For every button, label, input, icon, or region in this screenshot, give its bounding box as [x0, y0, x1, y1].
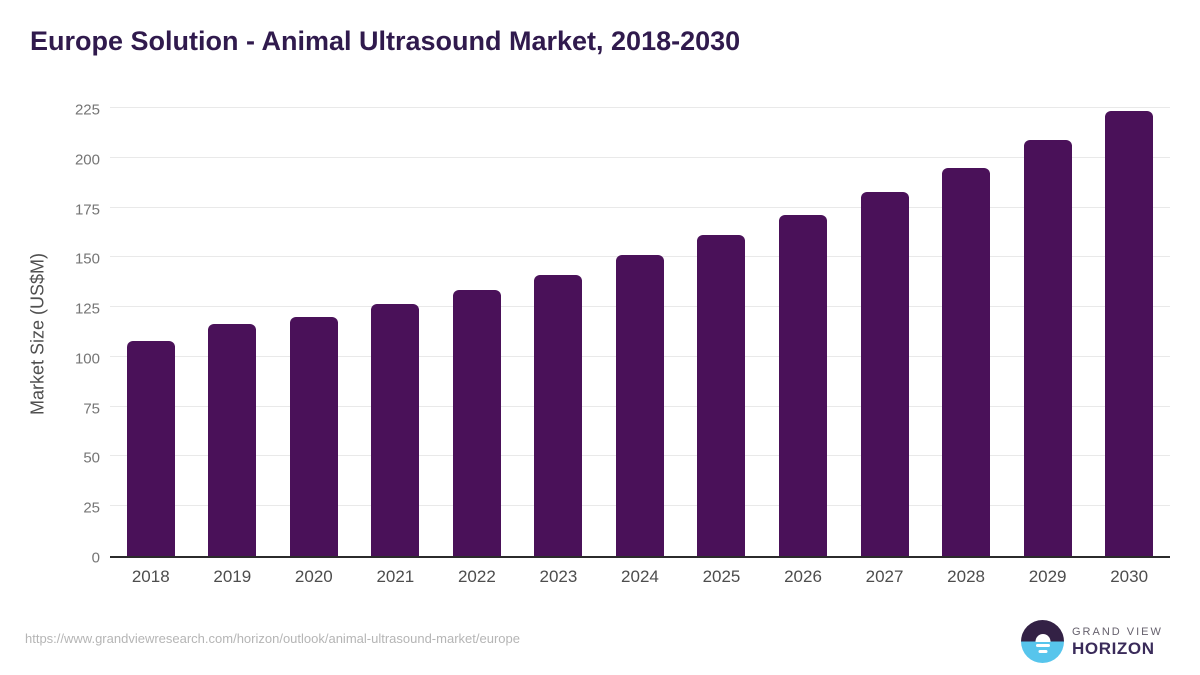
xlabel-2019: 2019 — [213, 567, 252, 586]
grand-view-horizon-logo: GRAND VIEW HORIZON — [1021, 620, 1163, 663]
bar-cell-2018 — [110, 110, 192, 556]
ytick-0: 0 — [91, 549, 100, 567]
ytick-75: 75 — [83, 400, 100, 418]
xlabel-2028: 2028 — [947, 567, 985, 586]
bar-2020[interactable] — [289, 317, 338, 556]
gridline-175 — [110, 206, 1170, 208]
xlabel-2023: 2023 — [539, 567, 578, 586]
ytick-100: 100 — [74, 350, 100, 368]
logo-grand-view-text: GRAND VIEW — [1072, 625, 1163, 638]
bar-cell-2025 — [681, 110, 763, 556]
ytick-50: 50 — [83, 449, 100, 467]
bar-cell-2024 — [599, 110, 681, 556]
source-url: https://www.grandviewresearch.com/horizo… — [25, 631, 520, 646]
bar-cell-2027 — [844, 110, 926, 556]
bar-cell-2029 — [1007, 110, 1089, 556]
bar-cell-2022 — [436, 110, 518, 556]
xlabel-2029: 2029 — [1028, 567, 1067, 586]
xlabel-2030: 2030 — [1110, 567, 1149, 586]
horizon-sun-icon — [1021, 620, 1064, 663]
chart-title: Europe Solution - Animal Ultrasound Mark… — [30, 26, 741, 56]
bar-cell-2026 — [762, 110, 844, 556]
bar-2021[interactable] — [371, 304, 420, 556]
bar-cell-2028 — [925, 110, 1007, 556]
xlabel-2025: 2025 — [702, 567, 741, 586]
sun-notch-shape — [1035, 633, 1050, 642]
bar-2028[interactable] — [942, 167, 991, 556]
xlabel-2021: 2021 — [376, 567, 415, 586]
gridline-225 — [110, 107, 1170, 108]
bar-cell-2021 — [355, 110, 437, 556]
horizon-reflection-line — [1035, 644, 1050, 647]
bar-cell-2020 — [273, 110, 355, 556]
bar-cell-2023 — [518, 110, 600, 556]
bar-2018[interactable] — [126, 340, 175, 556]
xlabel-2018: 2018 — [131, 567, 170, 586]
ytick-225: 225 — [74, 101, 100, 119]
ytick-150: 150 — [74, 250, 100, 268]
bar-2025[interactable] — [697, 234, 746, 556]
bar-cell-2019 — [192, 110, 274, 556]
plot-area — [110, 107, 1170, 558]
y-axis-tick-labels: 0 25 50 75 100 125 150 175 200 225 — [0, 103, 100, 566]
ytick-125: 125 — [74, 300, 100, 318]
logo-text: GRAND VIEW HORIZON — [1072, 626, 1163, 658]
xlabel-2026: 2026 — [784, 567, 822, 586]
logo-horizon-text: HORIZON — [1072, 638, 1155, 658]
bar-2030[interactable] — [1105, 111, 1154, 556]
x-axis-tick-labels: 2018 2019 2020 2021 2022 2023 2024 2025 2026 2027… — [110, 567, 1170, 587]
xlabel-2024: 2024 — [621, 567, 659, 586]
ytick-200: 200 — [74, 151, 100, 169]
xlabel-2022: 2022 — [457, 567, 496, 586]
ytick-25: 25 — [83, 499, 100, 517]
ytick-175: 175 — [74, 201, 100, 219]
horizon-reflection-line — [1038, 650, 1047, 653]
bar-2023[interactable] — [534, 274, 583, 556]
bar-2019[interactable] — [208, 324, 257, 556]
bar-2024[interactable] — [615, 254, 664, 556]
bar-2029[interactable] — [1023, 139, 1072, 556]
bar-series — [110, 110, 1170, 556]
xlabel-2020: 2020 — [294, 567, 333, 586]
bar-2027[interactable] — [860, 192, 909, 556]
bar-2026[interactable] — [779, 215, 828, 556]
gridline-200 — [110, 156, 1170, 158]
bar-2022[interactable] — [452, 290, 501, 556]
bar-cell-2030 — [1088, 110, 1170, 556]
xlabel-2027: 2027 — [865, 567, 904, 586]
